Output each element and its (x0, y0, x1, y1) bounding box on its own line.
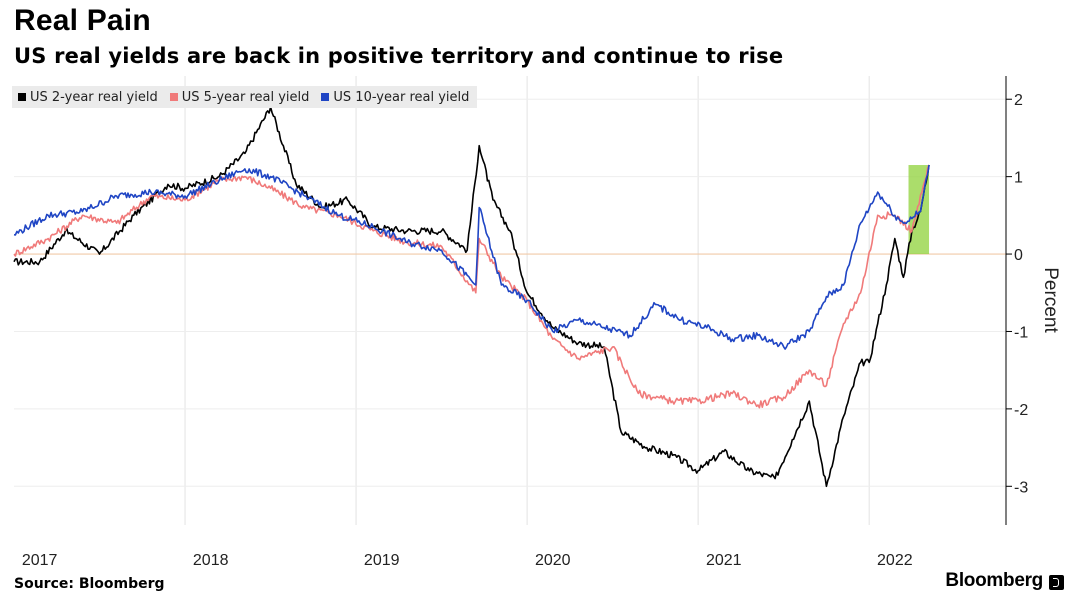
page-subtitle: US real yields are back in positive terr… (14, 44, 784, 68)
legend-label: US 10-year real yield (333, 89, 470, 105)
y-tick-label: -3 (1014, 479, 1028, 496)
source-note: Source: Bloomberg (14, 576, 165, 592)
legend-swatch (18, 93, 26, 101)
page-title: Real Pain (14, 4, 151, 37)
brand-logo: Bloomberg (945, 570, 1064, 592)
brand-name: Bloomberg (945, 570, 1043, 591)
legend-item: US 5-year real yield (169, 89, 310, 105)
x-tick-label: 2018 (193, 552, 229, 569)
series-line-us-2-year-real-yield (13, 106, 930, 488)
x-tick-label: 2020 (535, 552, 571, 569)
y-tick-label: -1 (1014, 324, 1028, 341)
x-tick-label: 2019 (364, 552, 400, 569)
legend-item: US 2-year real yield (18, 90, 158, 105)
legend-label: US 5-year real yield (181, 89, 310, 105)
y-tick-label: -2 (1014, 402, 1028, 419)
bloomberg-icon (1049, 574, 1064, 590)
legend-swatch (321, 93, 330, 101)
y-axis-title: Percent (1040, 267, 1061, 333)
y-tick-label: 0 (1014, 247, 1023, 264)
x-tick-label: 2017 (22, 552, 58, 569)
legend-label: US 2-year real yield (30, 89, 158, 105)
y-tick-label: 1 (1014, 170, 1023, 187)
chart-legend: US 2-year real yield US 5-year real yield… (12, 86, 478, 108)
series-line-us-10-year-real-yield (13, 164, 930, 350)
legend-swatch (169, 93, 178, 101)
legend-item: US 10-year real yield (321, 90, 469, 105)
y-tick-label: 2 (1014, 92, 1023, 109)
x-tick-label: 2022 (877, 552, 913, 569)
x-tick-label: 2021 (706, 552, 742, 569)
series-line-us-5-year-real-yield (13, 164, 930, 409)
